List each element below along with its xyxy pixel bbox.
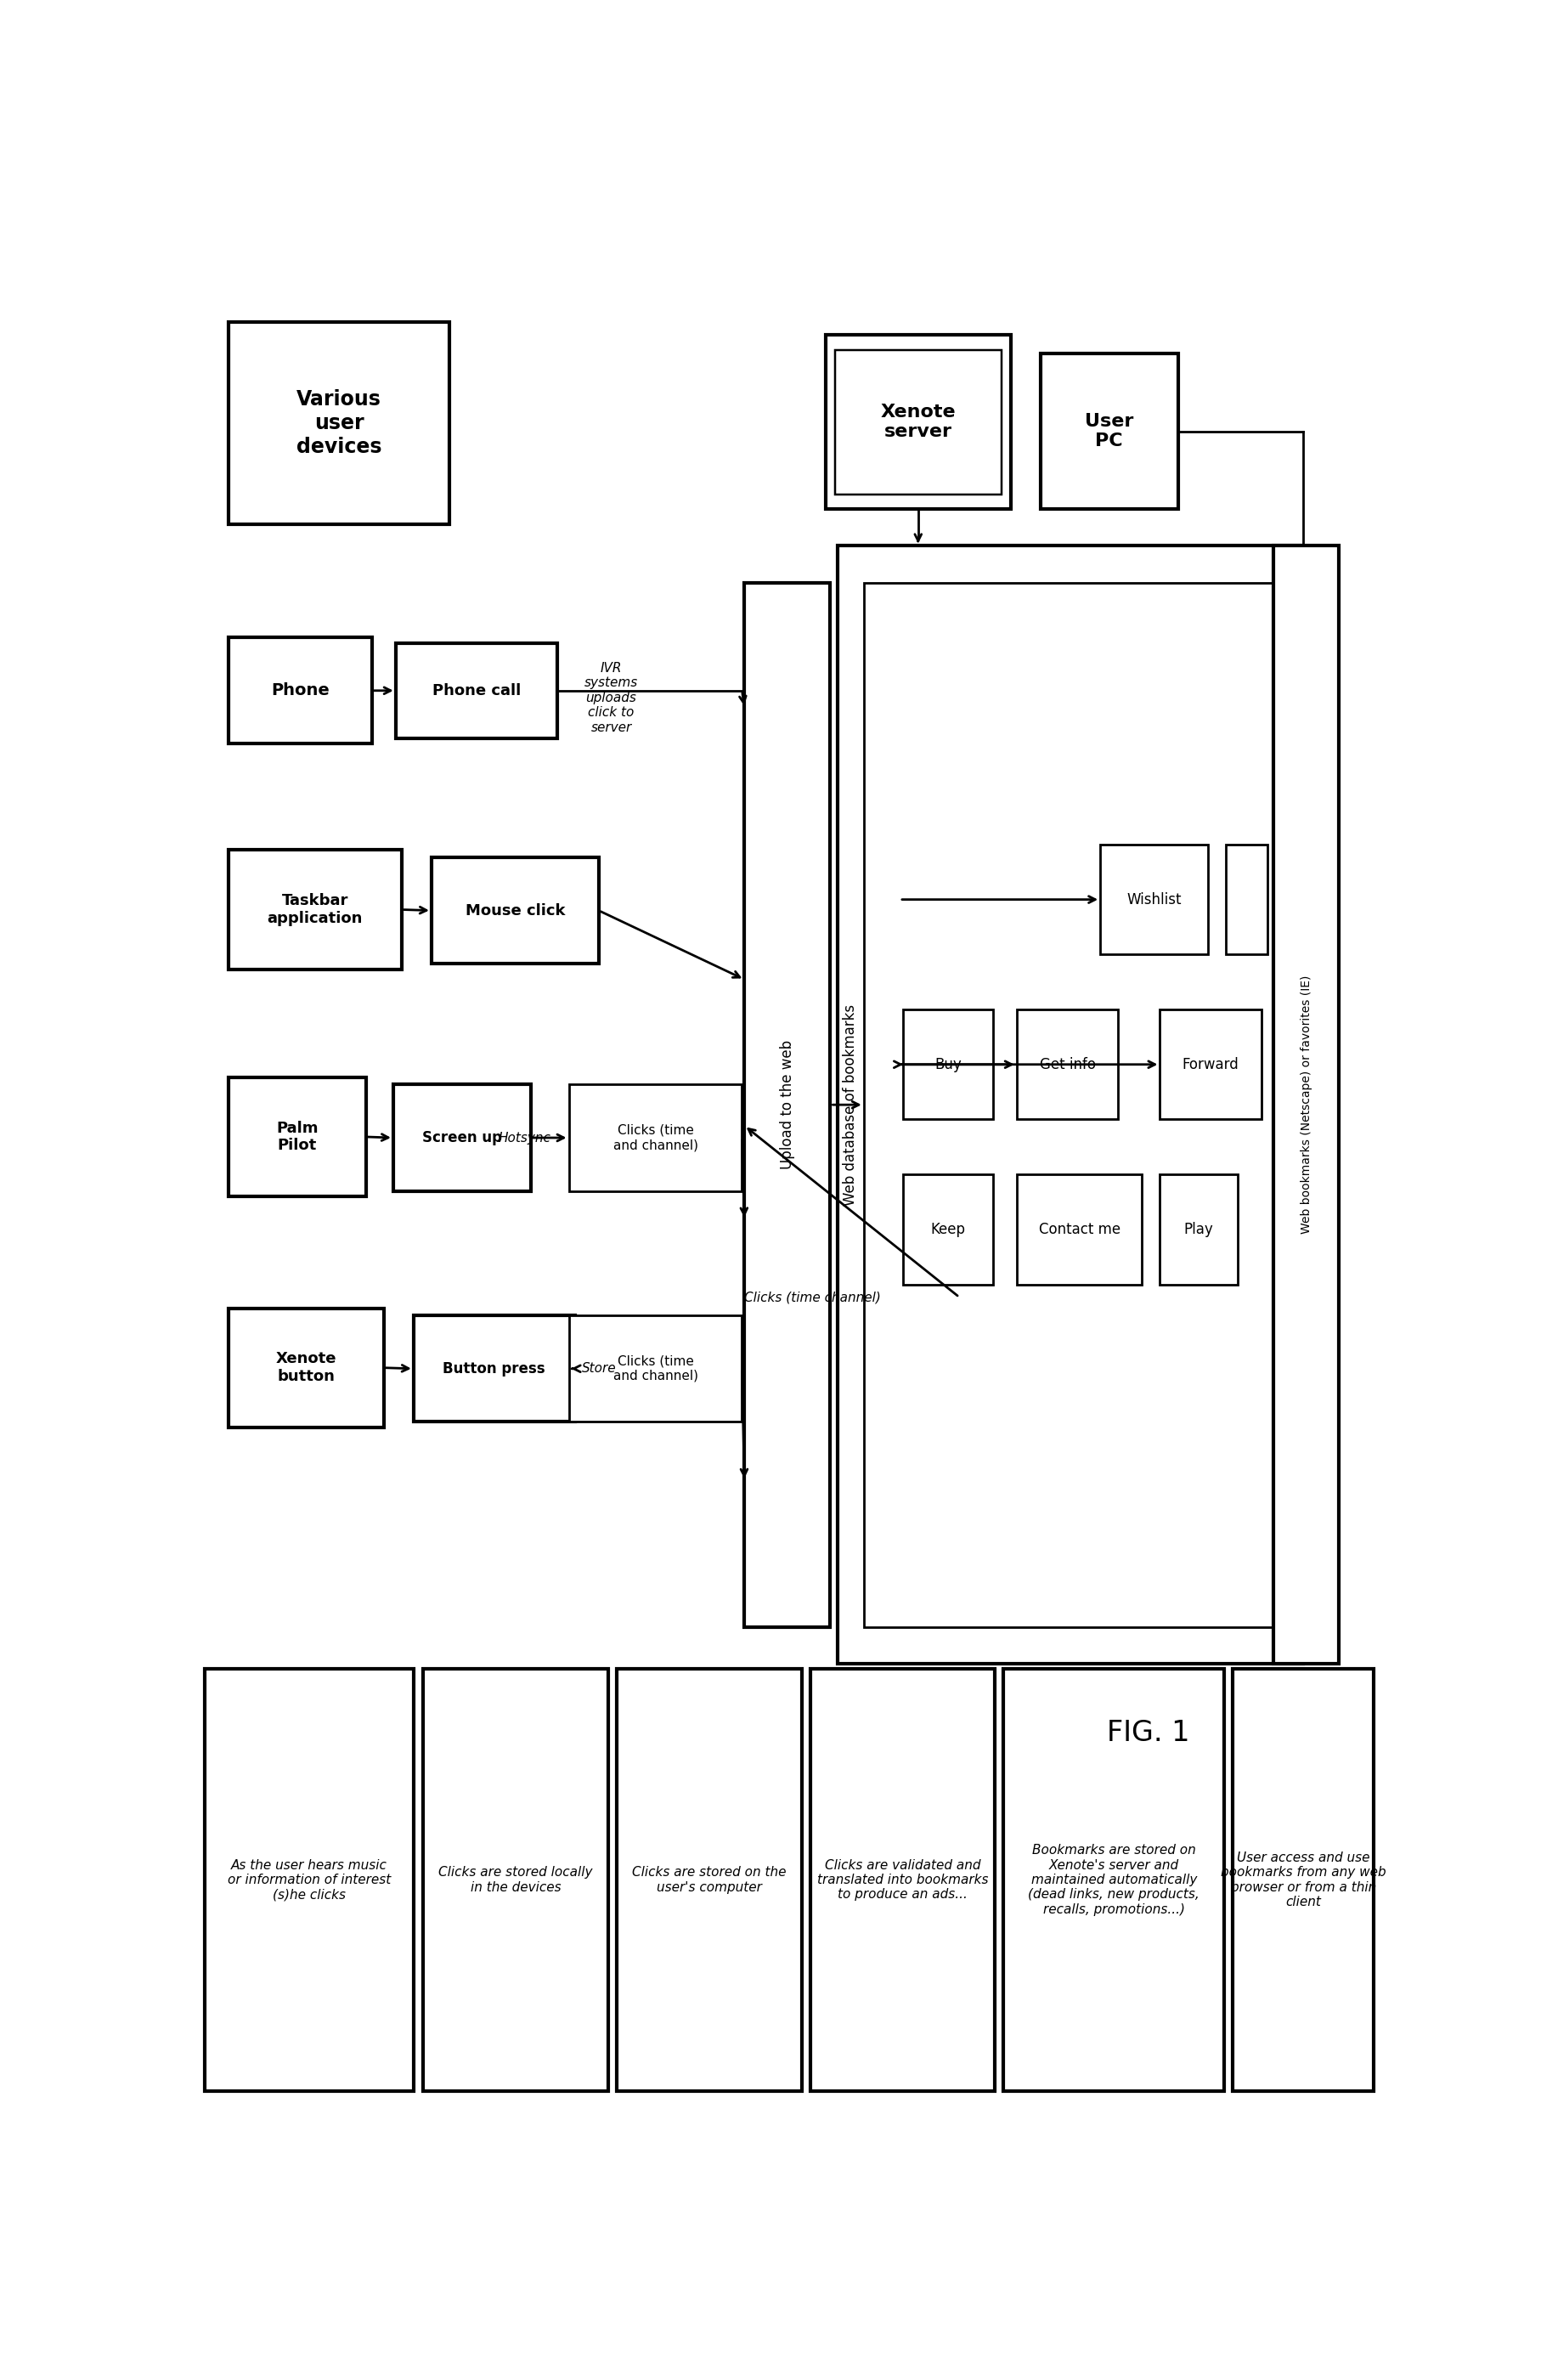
Text: Phone call: Phone call [431, 683, 521, 697]
Bar [826, 336, 1011, 509]
Text: Wishlist: Wishlist [1126, 892, 1182, 907]
Text: Mouse click: Mouse click [465, 902, 566, 919]
Text: Button press: Button press [442, 1361, 546, 1376]
Bar [228, 638, 371, 743]
Text: Clicks (time
and channel): Clicks (time and channel) [613, 1354, 698, 1383]
Bar [431, 857, 598, 964]
Text: User access and use
bookmarks from any web
browser or from a thin
client: User access and use bookmarks from any w… [1220, 1852, 1385, 1909]
Bar [413, 1316, 575, 1421]
Bar [811, 1668, 995, 2090]
Bar [1233, 1668, 1373, 2090]
Text: Clicks are stored locally
in the devices: Clicks are stored locally in the devices [439, 1866, 593, 1894]
Text: Xenote
button: Xenote button [276, 1352, 336, 1385]
Bar [569, 1316, 743, 1421]
Text: Phone: Phone [271, 683, 330, 700]
Bar [1003, 1668, 1225, 2090]
Bar [228, 321, 450, 524]
Bar [228, 1078, 365, 1197]
Text: Xenote
server: Xenote server [880, 405, 955, 440]
Text: Web bookmarks (Netscape) or favorites (IE): Web bookmarks (Netscape) or favorites (I… [1301, 976, 1313, 1235]
Bar [838, 545, 1304, 1664]
Text: Clicks (time channel): Clicks (time channel) [744, 1290, 881, 1304]
Bar [1160, 1173, 1237, 1285]
Bar [228, 1309, 384, 1428]
Text: Various
user
devices: Various user devices [296, 390, 382, 457]
Text: Screen up: Screen up [422, 1130, 502, 1145]
Text: Play: Play [1183, 1221, 1214, 1238]
Text: Keep: Keep [931, 1221, 965, 1238]
Text: Bookmarks are stored on
Xenote's server and
maintained automatically
(dead links: Bookmarks are stored on Xenote's server … [1028, 1845, 1200, 1916]
Text: Web database of bookmarks: Web database of bookmarks [843, 1004, 858, 1207]
Bar [569, 1085, 743, 1190]
Text: Buy: Buy [934, 1057, 962, 1071]
Text: User
PC: User PC [1085, 414, 1134, 450]
Bar [1040, 352, 1177, 509]
Text: Clicks (time
and channel): Clicks (time and channel) [613, 1123, 698, 1152]
Bar [865, 583, 1277, 1628]
Text: Upload to the web: Upload to the web [780, 1040, 795, 1169]
Bar [1160, 1009, 1262, 1119]
Text: Store: Store [582, 1361, 616, 1376]
Bar [396, 643, 556, 738]
Bar [903, 1009, 992, 1119]
Bar [205, 1668, 413, 2090]
Text: Clicks are stored on the
user's computer: Clicks are stored on the user's computer [632, 1866, 786, 1894]
Bar [1017, 1009, 1119, 1119]
Bar [1273, 545, 1339, 1664]
Text: As the user hears music
or information of interest
(s)he clicks: As the user hears music or information o… [228, 1859, 391, 1902]
Bar [835, 350, 1002, 495]
Text: IVR
systems
uploads
click to
server: IVR systems uploads click to server [584, 662, 638, 733]
Bar [616, 1668, 801, 2090]
Bar [393, 1085, 530, 1190]
Bar [1017, 1173, 1142, 1285]
Bar [1100, 845, 1208, 954]
Bar [903, 1173, 992, 1285]
Text: Forward: Forward [1182, 1057, 1239, 1071]
Text: Taskbar
application: Taskbar application [267, 892, 362, 926]
Bar [228, 850, 402, 969]
Text: Get info: Get info [1039, 1057, 1096, 1071]
Text: FIG. 1: FIG. 1 [1106, 1718, 1190, 1747]
Text: Contact me: Contact me [1039, 1221, 1120, 1238]
Text: Palm
Pilot: Palm Pilot [276, 1121, 317, 1154]
Bar [744, 583, 831, 1628]
Text: Clicks are validated and
translated into bookmarks
to produce an ads...: Clicks are validated and translated into… [817, 1859, 988, 1902]
Bar [424, 1668, 609, 2090]
Bar [1225, 845, 1268, 954]
Text: Hotsync: Hotsync [498, 1130, 552, 1145]
